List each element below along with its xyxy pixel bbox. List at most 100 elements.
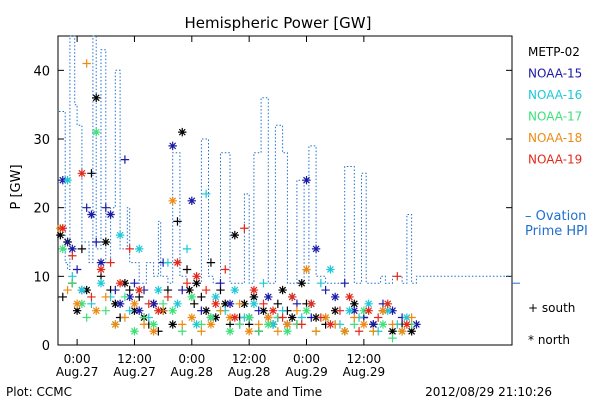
noaa-19-north-point	[154, 306, 163, 315]
x-axis-label: Date and Time	[234, 385, 322, 399]
noaa-16-north-point	[364, 299, 373, 308]
noaa-19-north-point	[249, 285, 259, 295]
noaa-18-north-point	[264, 313, 273, 322]
noaa-15-south-point	[72, 265, 82, 274]
metp-02-south-point	[58, 292, 67, 302]
x-tick-time-label: 12:00	[232, 352, 267, 366]
noaa-16-north-point	[63, 176, 72, 185]
x-tick-date-label: Aug.29	[343, 365, 386, 379]
noaa-19-south-point	[144, 299, 153, 308]
noaa-18-south-point	[216, 306, 225, 315]
noaa-18-north-point	[111, 320, 120, 329]
y-tick-label: 40	[33, 64, 50, 79]
noaa-15-north-point	[115, 299, 125, 308]
metp-02-south-point	[197, 292, 206, 302]
plot-source-label: Plot: CCMC	[6, 385, 72, 399]
noaa-18-north-point	[340, 327, 349, 336]
noaa-17-north-point	[359, 306, 369, 315]
noaa-15-south-point	[340, 279, 349, 288]
noaa-15-north-point	[87, 210, 96, 219]
metp-02-north-point	[240, 299, 249, 308]
metp-02-north-point	[201, 306, 211, 315]
noaa-15-north-point	[96, 258, 106, 267]
noaa-15-south-point	[101, 203, 110, 212]
noaa-16-north-point	[268, 320, 278, 329]
noaa-15-south-point	[92, 237, 101, 247]
y-tick-label: 10	[33, 270, 50, 285]
y-axis-label: P [GW]	[9, 164, 24, 209]
noaa-17-north-point	[77, 299, 87, 308]
noaa-18-north-point	[72, 299, 82, 308]
metp-02-north-point	[259, 306, 268, 315]
metp-02-north-point	[211, 313, 220, 322]
x-tick-date-label: Aug.28	[171, 365, 214, 379]
noaa-19-south-point	[335, 306, 345, 315]
noaa-19-north-point	[326, 320, 335, 329]
noaa-16-south-point	[201, 189, 211, 199]
x-tick-time-label: 12:00	[347, 352, 382, 366]
metp-02-south-point	[206, 258, 216, 267]
legend-ovation-line2: Prime HPI	[525, 224, 588, 239]
legend-noaa-15: NOAA-15	[528, 67, 582, 81]
noaa-15-north-point	[106, 210, 115, 219]
noaa-16-north-point	[173, 299, 182, 308]
noaa-16-north-point	[192, 320, 201, 329]
legend-noaa-17: NOAA-17	[528, 110, 582, 124]
noaa-16-north-point	[230, 285, 240, 295]
noaa-19-north-point	[230, 313, 240, 322]
x-tick-date-label: Aug.29	[285, 365, 328, 379]
noaa-18-north-point	[149, 327, 158, 336]
noaa-16-north-point	[211, 292, 220, 302]
metp-02-north-point	[221, 299, 230, 308]
noaa-18-south-point	[311, 327, 321, 336]
x-tick-time-label: 0:00	[293, 352, 320, 366]
noaa-15-north-point	[168, 141, 177, 151]
metp-02-north-point	[178, 127, 187, 137]
noaa-16-south-point	[125, 306, 134, 315]
noaa-15-south-point	[130, 279, 139, 288]
noaa-18-north-point	[187, 313, 197, 322]
noaa-18-south-point	[120, 313, 130, 322]
noaa-15-north-point	[369, 320, 378, 329]
noaa-18-south-point	[254, 320, 263, 329]
noaa-18-south-point	[235, 299, 244, 308]
metp-02-north-point	[330, 306, 340, 315]
noaa-17-north-point	[149, 320, 158, 329]
noaa-19-north-point	[211, 299, 220, 308]
noaa-19-north-point	[287, 292, 297, 302]
noaa-15-south-point	[254, 306, 263, 315]
noaa-18-north-point	[130, 299, 139, 308]
noaa-15-north-point	[125, 292, 134, 302]
noaa-17-north-point	[130, 327, 139, 336]
noaa-18-south-point	[82, 59, 91, 68]
noaa-18-north-point	[397, 327, 407, 336]
noaa-18-north-point	[302, 265, 311, 274]
y-tick-label: 20	[33, 202, 50, 217]
noaa-18-south-point	[350, 313, 359, 322]
noaa-18-south-point	[178, 320, 187, 329]
x-tick-time-label: 12:00	[117, 352, 152, 366]
noaa-15-south-point	[63, 237, 72, 247]
metp-02-south-point	[87, 169, 96, 178]
x-tick-date-label: Aug.27	[56, 365, 99, 379]
noaa-18-south-point	[101, 292, 110, 302]
metp-02-north-point	[278, 285, 287, 295]
noaa-17-north-point	[58, 244, 67, 254]
noaa-16-north-point	[115, 230, 125, 240]
noaa-17-south-point	[101, 306, 110, 315]
noaa-19-south-point	[278, 313, 287, 322]
metp-02-north-point	[168, 320, 177, 329]
metp-02-north-point	[230, 230, 240, 240]
metp-02-north-point	[192, 279, 201, 288]
metp-02-north-point	[407, 327, 416, 336]
metp-02-north-point	[56, 230, 65, 240]
noaa-17-south-point	[120, 292, 130, 302]
noaa-15-south-point	[197, 306, 206, 315]
legend-noaa-18: NOAA-18	[528, 131, 582, 145]
noaa-19-south-point	[240, 224, 249, 233]
noaa-17-south-point	[235, 320, 244, 329]
noaa-19-south-point	[106, 258, 115, 267]
noaa-15-north-point	[264, 292, 273, 302]
noaa-18-north-point	[206, 320, 216, 329]
legend-ovation-line1: – Ovation	[525, 209, 586, 224]
